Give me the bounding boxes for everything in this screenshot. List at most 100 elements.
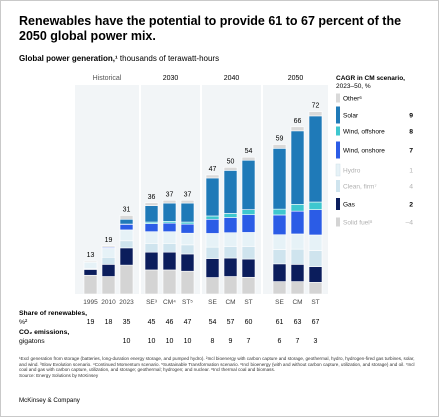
bar-segment-clean-firm (241, 246, 256, 260)
bar-total-label: 19 (105, 237, 113, 244)
bar-segment-gas (272, 263, 287, 282)
bar-segment-hydro (162, 231, 177, 244)
bar-segment-wind-offshore (223, 213, 238, 218)
x-tick-label: SE³ (146, 299, 158, 306)
legend-swatch (336, 217, 340, 227)
x-tick-label: 2023 (119, 299, 134, 306)
bar-segment-gas (83, 269, 98, 276)
co2-emissions-value: 10 (148, 338, 156, 345)
legend-swatch (336, 93, 340, 103)
bar-segment-hydro (144, 231, 159, 244)
bar-segment-wind-onshore (272, 214, 287, 236)
share-renewables-label: Share of renewables, (19, 310, 87, 317)
bar-segment-solar (223, 170, 238, 214)
bar-segment-solid-fuel (272, 281, 287, 295)
subtitle-bold: Global power generation,¹ (19, 54, 118, 63)
bar-segment-wind-onshore (144, 223, 159, 232)
bar-segment-other (290, 126, 305, 132)
bar-segment-wind-offshore (180, 221, 195, 225)
bar-segment-clean-firm (180, 244, 195, 255)
bar-segment-solid-fuel (101, 276, 116, 295)
x-tick-label: ST (244, 299, 252, 306)
bar-segment-gas (119, 247, 134, 266)
bar-segment-solid-fuel (162, 269, 177, 295)
legend-cagr-value: 8 (409, 129, 413, 136)
source-text: Source: Energy Solutions by McKinsey (19, 372, 99, 378)
bar-segment-hydro (223, 232, 238, 247)
co2-emissions-value: 10 (123, 338, 131, 345)
legend-cagr-value: 9 (409, 113, 413, 120)
bar-segment-hydro (290, 233, 305, 250)
bar-segment-hydro (83, 261, 98, 269)
bar-segment-hydro (272, 234, 287, 250)
legend-cagr-value: 4 (409, 184, 413, 191)
bar-total-label: 13 (87, 252, 95, 259)
bar-segment-solar (162, 202, 177, 222)
bar-segment-gas (290, 264, 305, 282)
bar-segment-other (144, 202, 159, 206)
x-tick-label: ST (311, 299, 319, 306)
bar-segment-wind-offshore (241, 209, 256, 216)
bar-segment-solid-fuel (205, 277, 220, 295)
co2-emissions-value: 7 (247, 338, 251, 345)
bar-segment-wind-onshore (290, 210, 305, 235)
share-renewables-value: 18 (105, 319, 113, 326)
bar-total-label: 54 (245, 148, 253, 155)
bar-total-label: 72 (312, 103, 320, 110)
bar-segment-wind-onshore (223, 217, 238, 233)
bar-total-label: 47 (209, 166, 217, 173)
bar-segment-hydro (119, 229, 134, 242)
x-tick-label: 1995 (83, 299, 98, 306)
bar-segment-clean-firm (272, 249, 287, 265)
bar-total-label: 31 (123, 206, 131, 213)
co2-emissions-value: 6 (278, 338, 282, 345)
share-renewables-value: 45 (148, 319, 156, 326)
share-renewables-unit: %² (19, 319, 28, 326)
brand-logo-text: McKinsey & Company (19, 397, 80, 404)
bar-segment-hydro (180, 232, 195, 246)
bar-segment-solar (144, 205, 159, 223)
bar-segment-wind-onshore (308, 209, 323, 236)
bar-segment-solar (205, 177, 220, 217)
bar-segment-wind-onshore (241, 214, 256, 233)
chart-subtitle: Global power generation,¹ thousands of t… (19, 54, 219, 64)
bar-segment-clean-firm (205, 246, 220, 259)
bar-segment-other (101, 245, 116, 248)
bar-segment-hydro (308, 234, 323, 251)
x-tick-label: SE (208, 299, 217, 306)
share-renewables-value: 63 (294, 319, 302, 326)
bar-segment-other (308, 111, 323, 117)
share-renewables-value: 60 (245, 319, 253, 326)
bar-segment-other (83, 260, 98, 263)
legend-title-line2: 2023–50, % (336, 83, 371, 90)
bar-segment-clean-firm (290, 248, 305, 265)
bar-segment-hydro (101, 248, 116, 258)
co2-emissions-value: 8 (211, 338, 215, 345)
legend-label: Wind, onshore (343, 148, 385, 155)
bar-segment-solid-fuel (144, 269, 159, 295)
legend-cagr-value: –4 (405, 220, 413, 227)
legend-swatch (336, 198, 340, 210)
bar-segment-solar (290, 130, 305, 205)
bar-segment-solar (180, 202, 195, 223)
period-header-2030: 2030 (163, 75, 179, 82)
share-renewables-value: 47 (184, 319, 192, 326)
legend-label: Solar (343, 113, 359, 120)
bar-segment-solid-fuel (83, 274, 98, 295)
period-header-2040: 2040 (224, 75, 240, 82)
bar-segment-clean-firm (162, 243, 177, 253)
co2-emissions-value: 10 (166, 338, 174, 345)
co2-emissions-value: 7 (296, 338, 300, 345)
bar-segment-wind-onshore (119, 224, 134, 231)
bar-total-label: 50 (227, 158, 235, 165)
period-header-2050: 2050 (288, 75, 304, 82)
legend-swatch (336, 141, 340, 159)
bar-segment-other (223, 167, 238, 171)
bar-segment-gas (205, 258, 220, 278)
bar-segment-wind-offshore (290, 204, 305, 212)
period-header-Historical: Historical (93, 75, 122, 82)
legend-label: Other⁶ (343, 96, 362, 103)
bar-total-label: 36 (148, 194, 156, 201)
footnote-text: ¹Excl generation from storage (batteries… (19, 356, 415, 373)
